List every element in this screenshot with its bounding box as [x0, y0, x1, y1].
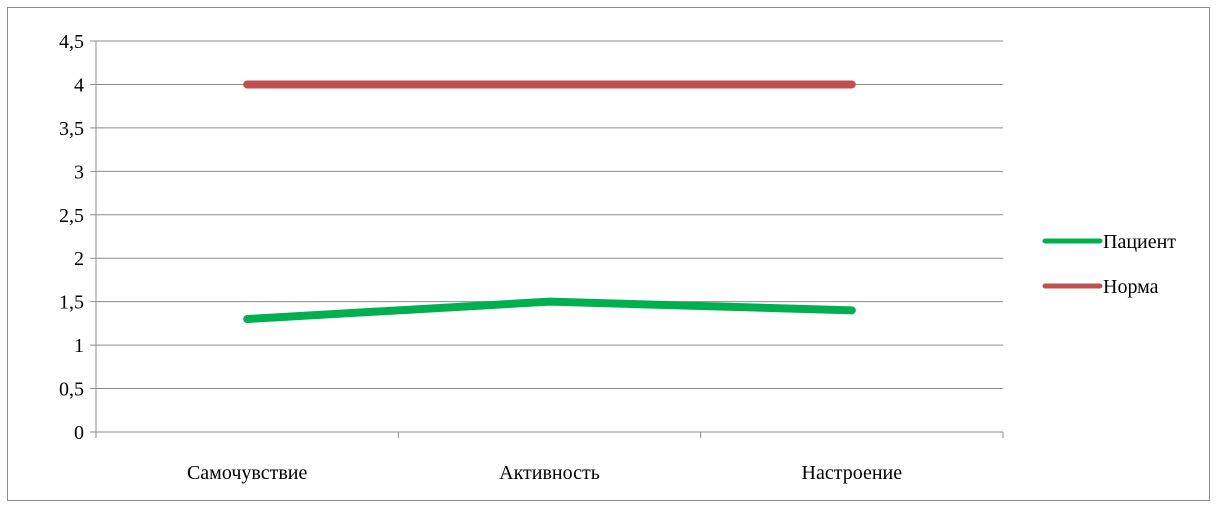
y-tick-label: 4: [74, 74, 84, 96]
axes: [90, 40, 1004, 438]
y-tick-label: 1: [74, 335, 84, 357]
y-tick-label: 1,5: [59, 292, 84, 314]
series-lines: [243, 80, 856, 324]
x-category-label: Самочувствие: [187, 462, 308, 484]
y-tick-label: 4,5: [59, 31, 84, 53]
chart-frame: [7, 7, 1210, 501]
x-category-label: Активность: [499, 462, 600, 484]
legend-label: Норма: [1103, 276, 1159, 298]
y-tick-label: 2,5: [59, 205, 84, 227]
grid-lines: [96, 40, 1003, 390]
y-axis-tick-labels: 0 0,5 1 1,5 2 2,5 3 3,5 4 4,5: [59, 31, 84, 444]
y-tick-label: 3,5: [59, 118, 84, 140]
x-category-label: Настроение: [802, 462, 903, 484]
y-tick-label: 0: [74, 422, 84, 444]
y-tick-label: 3: [74, 161, 84, 183]
y-tick-label: 0,5: [59, 379, 84, 401]
legend: Пациент Норма: [1042, 231, 1176, 298]
legend-label: Пациент: [1103, 231, 1176, 253]
y-tick-label: 2: [74, 248, 84, 270]
x-axis-category-labels: Самочувствие Активность Настроение: [187, 462, 902, 484]
series-line-1: [243, 297, 856, 324]
